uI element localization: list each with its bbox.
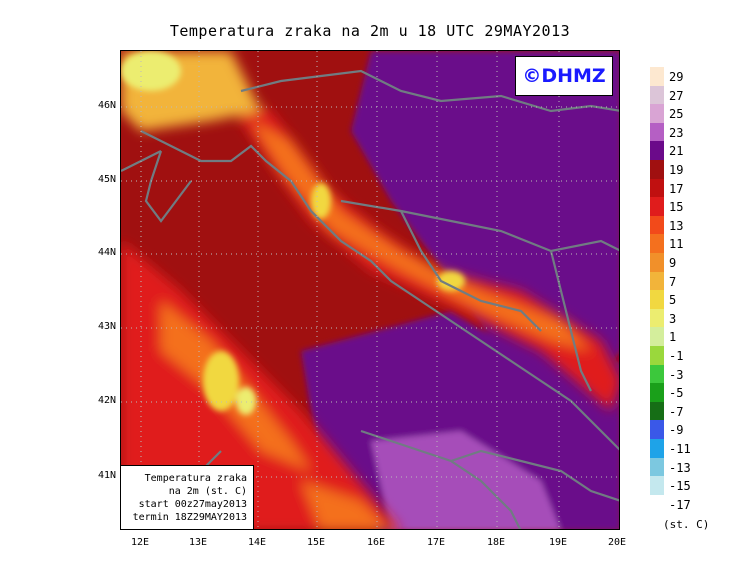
- legend-swatch: [650, 122, 664, 142]
- legend-swatch: [650, 420, 664, 439]
- lon-label: 14E: [247, 537, 267, 548]
- legend-label: -9: [669, 423, 684, 438]
- lat-label: 46N: [97, 100, 116, 111]
- info-line: start 00z27may2013: [138, 499, 247, 510]
- info-line: Temperatura zraka: [144, 473, 247, 484]
- copyright-label: ©DHMZ: [515, 56, 613, 96]
- legend-label: -11: [669, 442, 691, 456]
- legend-label: -13: [669, 460, 691, 475]
- lon-label: 19E: [548, 537, 568, 548]
- legend-label: -3: [669, 367, 684, 382]
- legend-swatch: [650, 346, 664, 365]
- legend-label: 7: [669, 274, 677, 289]
- legend-label: 11: [669, 237, 684, 252]
- info-line: na 2m (st. C): [168, 486, 247, 497]
- legend-swatch: [650, 271, 664, 291]
- legend-swatch: [650, 327, 664, 346]
- legend-label: 9: [669, 256, 677, 270]
- legend-swatch: [650, 215, 664, 235]
- lon-label: 20E: [607, 537, 627, 548]
- legend-label: 13: [669, 218, 684, 233]
- lat-label: 43N: [97, 321, 116, 332]
- legend-swatch: [650, 401, 664, 421]
- lon-label: 18E: [486, 537, 506, 548]
- graticule: [121, 51, 619, 529]
- coastlines-and-borders: [121, 69, 619, 529]
- legend-swatch: [650, 290, 664, 309]
- legend-swatch: [650, 85, 664, 105]
- legend-label: 29: [669, 70, 684, 84]
- lat-label: 44N: [97, 247, 116, 258]
- legend-swatch: [650, 457, 664, 477]
- info-line: termin 18Z29MAY2013: [132, 512, 247, 523]
- map-info-box: Temperatura zraka na 2m (st. C) start 00…: [121, 465, 254, 529]
- lat-label: 42N: [97, 395, 116, 406]
- lon-label: 15E: [306, 537, 326, 548]
- legend-label: 3: [669, 311, 677, 326]
- legend-swatch: [650, 67, 664, 86]
- legend-swatch: [650, 364, 664, 384]
- legend-swatch: [650, 308, 664, 328]
- lat-label: 45N: [97, 174, 116, 185]
- legend-swatch: [650, 476, 664, 495]
- legend-swatch: [650, 234, 664, 253]
- legend-label: 15: [669, 200, 684, 215]
- legend-swatch: [650, 253, 664, 272]
- lon-label: 13E: [188, 537, 208, 548]
- warm-inland-region: [301, 51, 619, 529]
- legend-label: 25: [669, 107, 684, 122]
- legend-label: -1: [669, 349, 684, 363]
- cold-spots: [121, 51, 465, 415]
- legend-label: 1: [669, 330, 677, 345]
- legend-label: 27: [669, 88, 684, 103]
- legend-swatch: [650, 160, 664, 179]
- legend-label: -5: [669, 386, 684, 401]
- lon-label: 16E: [366, 537, 386, 548]
- lon-label: 12E: [130, 537, 150, 548]
- legend-swatch: [650, 104, 664, 123]
- legend-label: -17: [669, 497, 691, 512]
- legend-label: 23: [669, 125, 684, 140]
- legend-label: -7: [669, 404, 684, 419]
- legend-swatch: [650, 197, 664, 216]
- temperature-map: ©DHMZ Temperatura zraka na 2m (st. C) st…: [120, 50, 620, 530]
- map-title: Temperatura zraka na 2m u 18 UTC 29MAY20…: [169, 22, 571, 40]
- map-canvas: [121, 51, 619, 529]
- legend-label: 5: [669, 293, 677, 308]
- legend-swatch: [650, 439, 664, 458]
- legend-label: 21: [669, 144, 684, 159]
- legend-label: 17: [669, 181, 684, 196]
- legend-swatch: [650, 178, 664, 198]
- lon-label: 17E: [426, 537, 446, 548]
- legend-units: (st. C): [663, 518, 710, 531]
- legend-swatch: [650, 383, 664, 402]
- lat-label: 41N: [97, 470, 116, 481]
- legend-swatch: [650, 141, 664, 160]
- legend-label: -15: [669, 479, 691, 494]
- legend-swatch: [650, 494, 664, 514]
- legend-label: 19: [669, 163, 684, 177]
